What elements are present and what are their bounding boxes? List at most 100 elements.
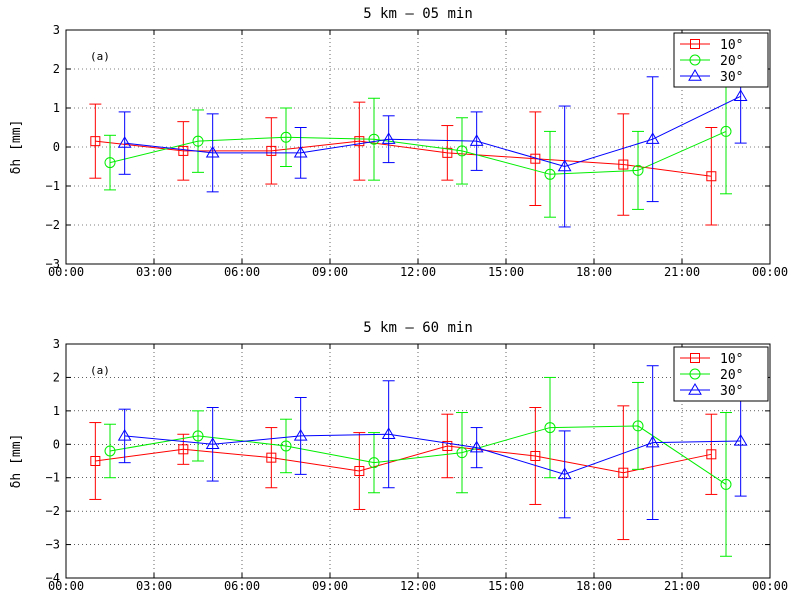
x-tick-label: 00:00 xyxy=(48,265,84,279)
data-point xyxy=(645,132,660,144)
legend-marker xyxy=(688,69,702,81)
data-point xyxy=(192,135,204,147)
data-point xyxy=(381,132,396,144)
series-3 xyxy=(117,365,748,520)
legend-label: 10° xyxy=(720,38,743,53)
data-point xyxy=(706,449,717,460)
data-point xyxy=(368,457,380,469)
legend-label: 30° xyxy=(720,384,743,399)
data-point xyxy=(442,440,453,451)
x-tick-label: 03:00 xyxy=(136,579,172,593)
series-3 xyxy=(117,49,748,228)
data-point xyxy=(104,445,116,457)
legend-label: 20° xyxy=(720,368,743,383)
x-tick-label: 09:00 xyxy=(312,265,348,279)
x-tick-label: 18:00 xyxy=(576,579,612,593)
data-point xyxy=(205,437,220,449)
data-point xyxy=(618,159,629,170)
y-tick-label: 2 xyxy=(53,62,60,76)
legend: 10°20°30° xyxy=(673,346,769,402)
data-point xyxy=(530,450,541,461)
series-line xyxy=(124,433,741,475)
x-tick-label: 15:00 xyxy=(488,265,524,279)
data-point xyxy=(456,447,468,459)
data-point xyxy=(618,467,629,478)
data-point xyxy=(469,440,484,453)
data-point xyxy=(90,136,101,147)
x-tick-label: 12:00 xyxy=(400,265,436,279)
data-point xyxy=(368,133,380,145)
data-point xyxy=(645,435,660,448)
chart-title: 5 km – 60 min xyxy=(363,320,473,336)
data-point xyxy=(720,478,732,490)
x-tick-label: 00:00 xyxy=(752,265,788,279)
data-point xyxy=(280,131,292,143)
data-point xyxy=(706,171,717,182)
y-tick-label: 2 xyxy=(53,370,60,384)
data-point xyxy=(266,452,277,463)
data-point xyxy=(456,145,468,157)
x-tick-label: 21:00 xyxy=(664,265,700,279)
data-point xyxy=(557,467,572,480)
data-point xyxy=(178,444,189,455)
x-tick-label: 12:00 xyxy=(400,579,436,593)
legend-marker xyxy=(688,383,702,395)
y-tick-label: −4 xyxy=(46,571,60,585)
panel-label: (a) xyxy=(90,364,110,377)
y-tick-label: −3 xyxy=(46,538,60,552)
legend-label: 30° xyxy=(720,70,743,85)
data-point xyxy=(544,168,556,180)
data-point xyxy=(544,422,556,434)
legend-marker xyxy=(690,39,700,49)
data-point xyxy=(733,433,748,446)
data-point xyxy=(632,420,644,432)
y-tick-label: −1 xyxy=(46,471,60,485)
y-tick-label: 1 xyxy=(53,404,60,418)
y-tick-label: −1 xyxy=(46,179,60,193)
data-point xyxy=(280,440,292,452)
data-point xyxy=(720,125,732,137)
x-tick-label: 06:00 xyxy=(224,579,260,593)
x-tick-label: 18:00 xyxy=(576,265,612,279)
data-point xyxy=(90,456,101,466)
data-point xyxy=(104,157,116,169)
chart-title: 5 km – 05 min xyxy=(363,6,473,22)
y-tick-label: −3 xyxy=(46,257,60,271)
data-point xyxy=(469,134,484,146)
y-tick-label: 3 xyxy=(53,23,60,37)
legend-marker xyxy=(689,54,701,66)
data-point xyxy=(530,153,541,164)
data-point xyxy=(205,145,220,158)
y-tick-label: −2 xyxy=(46,504,60,518)
x-tick-label: 21:00 xyxy=(664,579,700,593)
data-point xyxy=(733,89,748,101)
legend-marker xyxy=(689,368,701,380)
chart-panel-top: 00:00 03:00 06:00 09:00 12:00 15:00 18:00 21:00… xyxy=(9,6,788,279)
x-tick-label: 00:00 xyxy=(752,579,788,593)
series-2 xyxy=(104,68,732,218)
y-tick-label: 1 xyxy=(53,101,60,115)
y-tick-label: −2 xyxy=(46,218,60,232)
data-point xyxy=(192,430,204,442)
x-tick-label: 09:00 xyxy=(312,579,348,593)
chart-panel-bottom: 00:00 03:00 06:00 09:00 12:00 15:00 18:00 21:00… xyxy=(9,320,788,593)
y-tick-label: 3 xyxy=(53,337,60,351)
data-point xyxy=(266,145,277,156)
x-tick-label: 15:00 xyxy=(488,579,524,593)
y-axis-label: δh [mm] xyxy=(9,120,24,175)
data-point xyxy=(293,145,308,158)
series-line xyxy=(124,95,741,168)
data-point xyxy=(354,466,365,477)
x-tick-label: 06:00 xyxy=(224,265,260,279)
data-point xyxy=(354,136,365,147)
x-tick-label: 03:00 xyxy=(136,265,172,279)
y-tick-label: 0 xyxy=(53,437,60,451)
legend-marker xyxy=(690,353,700,363)
data-point xyxy=(117,428,132,441)
panel-label: (a) xyxy=(90,50,110,63)
data-point xyxy=(442,147,453,158)
legend-label: 20° xyxy=(720,54,743,69)
data-point xyxy=(293,428,308,441)
data-point xyxy=(632,164,644,176)
